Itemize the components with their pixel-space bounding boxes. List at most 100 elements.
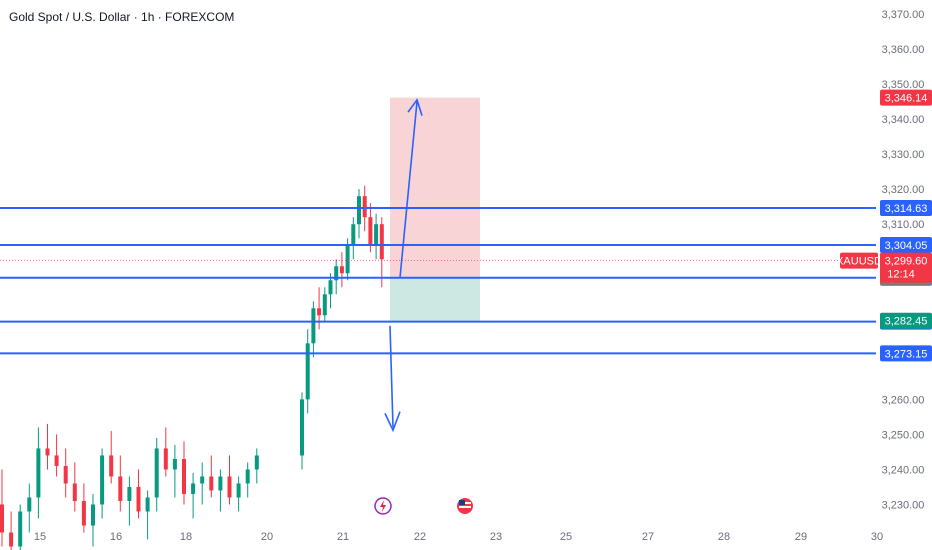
price-tag bbox=[880, 89, 932, 106]
candle-body bbox=[81, 500, 86, 526]
candle-body bbox=[27, 497, 32, 512]
lightning-event-icon-bolt bbox=[380, 500, 386, 512]
candle-body bbox=[339, 266, 344, 274]
up-arrow bbox=[399, 98, 423, 278]
up-arrow-head bbox=[407, 98, 423, 116]
price-tag bbox=[880, 312, 932, 329]
candle-body bbox=[9, 532, 14, 547]
price-tick: 3,320.00 bbox=[882, 184, 925, 196]
candle-body bbox=[357, 196, 361, 225]
candle-body bbox=[351, 224, 356, 246]
time-tick: 18 bbox=[180, 531, 192, 543]
candle-body bbox=[236, 483, 241, 498]
stop-zone bbox=[390, 277, 480, 321]
price-tag-label: 3,273.15 bbox=[885, 348, 928, 360]
candle-body bbox=[100, 455, 105, 505]
down-arrow-head bbox=[384, 411, 401, 433]
candle-body bbox=[368, 217, 373, 246]
symbol-tag-label: XAUUSD bbox=[836, 256, 882, 268]
time-tick: 15 bbox=[34, 531, 46, 543]
price-tick: 3,310.00 bbox=[882, 219, 925, 231]
candle-body bbox=[127, 486, 132, 501]
symbol-tag bbox=[840, 252, 878, 269]
current-price-tag bbox=[880, 252, 932, 283]
candle-body bbox=[311, 308, 316, 344]
candle-body bbox=[18, 511, 23, 547]
candle-body bbox=[136, 486, 141, 512]
candle-body bbox=[54, 455, 59, 466]
price-tick: 3,240.00 bbox=[882, 464, 925, 476]
price-tick: 3,330.00 bbox=[882, 149, 925, 161]
candle-body bbox=[345, 245, 350, 274]
candle-body bbox=[254, 455, 259, 470]
up-arrow-shaft bbox=[399, 101, 418, 278]
price-tick: 3,340.00 bbox=[882, 114, 925, 126]
candle-body bbox=[245, 469, 250, 484]
candle-body bbox=[45, 448, 50, 456]
price-tag-label: 3,282.45 bbox=[885, 316, 928, 328]
candle-body bbox=[182, 458, 186, 494]
current-price-value: 3,299.60 bbox=[885, 256, 928, 268]
candle-body bbox=[300, 399, 304, 456]
long-position-zones[interactable] bbox=[390, 97, 480, 321]
candle-body bbox=[118, 476, 123, 501]
candle-body bbox=[200, 476, 205, 484]
candle-body bbox=[36, 448, 41, 498]
time-tick: 16 bbox=[110, 531, 122, 543]
candles bbox=[0, 185, 876, 550]
price-tag-label: 3,346.14 bbox=[885, 93, 928, 105]
candle-body bbox=[109, 455, 114, 477]
time-tick: 27 bbox=[642, 531, 654, 543]
arrows[interactable] bbox=[384, 98, 423, 433]
price-tick: 3,370.00 bbox=[882, 9, 925, 21]
time-axis[interactable]: 15 16 18 20 21 22 23 25 27 28 29 30 bbox=[34, 531, 883, 543]
candle-body bbox=[172, 458, 177, 470]
candle-body bbox=[328, 280, 333, 295]
price-tick: 3,360.00 bbox=[882, 44, 925, 56]
event-icons[interactable] bbox=[374, 497, 473, 515]
candle-body bbox=[227, 476, 232, 498]
down-arrow bbox=[384, 325, 401, 433]
time-tick: 21 bbox=[337, 531, 349, 543]
price-tick: 3,260.00 bbox=[882, 394, 925, 406]
candle-body bbox=[374, 224, 379, 246]
candle-body bbox=[218, 476, 223, 491]
time-tick: 30 bbox=[871, 531, 883, 543]
price-tick: 3,250.00 bbox=[882, 429, 925, 441]
price-tick: 3,230.00 bbox=[882, 499, 925, 511]
candle-body bbox=[209, 476, 214, 491]
candle-body bbox=[145, 497, 150, 512]
time-tick: 22 bbox=[414, 531, 426, 543]
candle-body bbox=[334, 266, 339, 281]
time-tick: 20 bbox=[261, 531, 273, 543]
candle-body bbox=[163, 448, 168, 470]
candle-body bbox=[63, 465, 68, 484]
candle-body bbox=[0, 504, 4, 533]
us-flag-event-icon bbox=[457, 498, 473, 514]
time-tick: 28 bbox=[718, 531, 730, 543]
price-axis[interactable]: 3,314.633,304.053,294.723,282.213,273.15… bbox=[836, 9, 932, 511]
time-tick: 25 bbox=[560, 531, 572, 543]
lightning-event-icon bbox=[374, 497, 392, 515]
candle-body bbox=[91, 504, 95, 526]
us-flag-event-icon-stripe bbox=[459, 506, 471, 508]
candle-body bbox=[191, 483, 196, 494]
chart-title: Gold Spot / U.S. Dollar · 1h · FOREXCOM bbox=[9, 10, 235, 24]
price-tag-label: 3,314.63 bbox=[885, 203, 928, 215]
candle-body bbox=[322, 294, 327, 316]
price-tag bbox=[880, 345, 932, 362]
price-tick: 3,350.00 bbox=[882, 79, 925, 91]
time-tick: 23 bbox=[490, 531, 502, 543]
countdown: 12:14 bbox=[887, 269, 915, 281]
candle-body bbox=[72, 483, 77, 501]
candle-body bbox=[362, 196, 367, 218]
candle-body bbox=[379, 224, 384, 260]
price-tag bbox=[880, 237, 932, 254]
candle-body bbox=[154, 448, 159, 498]
price-tag-label: 3,304.05 bbox=[885, 240, 928, 252]
us-flag-event-icon-canton bbox=[459, 500, 465, 505]
candle-body bbox=[305, 343, 310, 400]
target-zone bbox=[390, 97, 480, 278]
horizontal-lines[interactable] bbox=[0, 206, 876, 355]
